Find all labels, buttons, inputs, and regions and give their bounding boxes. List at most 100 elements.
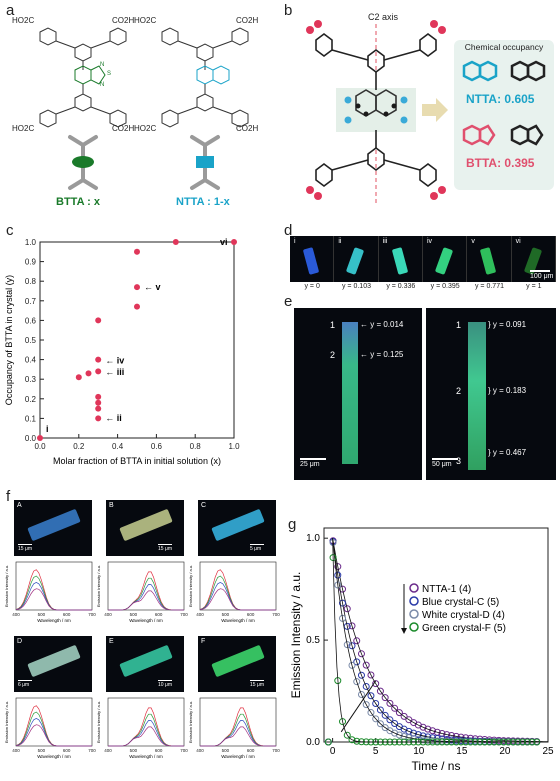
data-point <box>85 370 92 377</box>
data-point <box>334 563 342 571</box>
nitrogen-label-2: N <box>100 82 105 88</box>
crystal-y-label: y = 1 <box>526 283 542 290</box>
cooh-label-4: CO2H <box>236 16 259 25</box>
data-point <box>134 284 140 291</box>
image-id-label: D <box>17 638 23 645</box>
plot-frame <box>199 561 277 611</box>
data-point <box>95 368 102 375</box>
data-point <box>95 399 102 406</box>
nitrogen-label-1: N <box>100 62 105 68</box>
spectrum-line <box>108 720 184 747</box>
plot-frame <box>107 561 185 611</box>
fluorescence-image-E: E 10 μm <box>106 636 184 692</box>
data-point <box>386 699 394 707</box>
data-point <box>376 706 384 714</box>
crystal-y-label: y = 0.395 <box>430 283 460 290</box>
data-point <box>357 691 365 699</box>
data-point <box>372 715 380 723</box>
crystal-y-label: y = 0.771 <box>474 283 504 290</box>
cooh-label-2: CO2H <box>112 16 135 25</box>
scale-bar: 5 μm <box>250 544 264 552</box>
y-axis-label: Emission Intensity / a.u. <box>96 565 101 607</box>
data-point <box>429 727 437 735</box>
x-axis-label: Wavelength / nm <box>221 618 255 623</box>
annotation-label: ← v <box>144 282 161 292</box>
crystal-rod <box>302 247 320 275</box>
x-tick-label: 0.4 <box>112 442 124 451</box>
data-point <box>339 614 347 622</box>
cooh-label-6: CO2H <box>112 124 135 133</box>
crystal-image-vi: vi <box>512 236 556 282</box>
scale-bar: 6 μm <box>18 680 32 688</box>
fluorescence-image-A: A 15 μm <box>14 500 92 556</box>
panel-e-left-image: 1 2 ← y = 0.014 ← y = 0.125 25 μm <box>294 308 422 480</box>
image-id-label: E <box>109 638 114 645</box>
crystal-roman: iii <box>382 238 388 245</box>
fluorescence-image-F: F 15 μm <box>198 636 276 692</box>
data-point <box>75 374 82 381</box>
x-tick-label: 700 <box>180 748 188 753</box>
scale-bar: 15 μm <box>250 680 264 688</box>
x-tick-label: 600 <box>155 612 163 617</box>
data-point <box>348 642 356 650</box>
y-tick-label: 0.8 <box>25 277 37 286</box>
spectrum-chart-D: 400 500 600 700 Wavelength / nm Emission Inte… <box>4 697 96 759</box>
data-point <box>353 678 361 686</box>
x-axis-label: Wavelength / nm <box>37 754 71 759</box>
legend-label: White crystal-D (4) <box>422 610 505 621</box>
fit-line <box>332 538 549 743</box>
y-label-right-3: } y = 0.467 <box>488 448 527 457</box>
data-point <box>367 671 375 679</box>
y-tick-label: 1.0 <box>306 533 320 544</box>
data-point <box>367 692 375 700</box>
x-tick-label: 500 <box>222 612 230 617</box>
x-tick-label: 600 <box>247 612 255 617</box>
crystal-roman: iv <box>427 238 433 245</box>
data-point <box>410 729 418 737</box>
legend-label: Green crystal-F (5) <box>422 623 506 634</box>
x-tick-label: 400 <box>12 612 20 617</box>
crystal-rod <box>391 247 409 275</box>
y-axis-label: Occupancy of BTTA in crystal (y) <box>4 275 14 405</box>
x-tick-label: 600 <box>155 748 163 753</box>
ntta-fraction-label: NTTA : 1-x <box>176 196 230 208</box>
panel-b-crystal-structure: C2 axis Chemical occupancy NTTA: 0.605 B… <box>296 10 556 215</box>
data-point <box>348 736 356 744</box>
y-tick-label: 0.5 <box>306 635 320 646</box>
x-tick-label: 400 <box>12 748 20 753</box>
x-tick-label: 700 <box>88 612 96 617</box>
crystal-y-label: y = 0.103 <box>341 283 371 290</box>
crystal-rod <box>480 247 497 275</box>
spectrum-line <box>199 588 276 611</box>
data-point <box>348 661 356 669</box>
x-tick-label: 500 <box>130 612 138 617</box>
spectrum-line <box>15 705 92 747</box>
crystal-image-ii: ii <box>334 236 379 282</box>
spectrum-chart-A: 400 500 600 700 Wavelength / nm Emission Inte… <box>4 561 96 623</box>
data-point <box>172 239 179 245</box>
y-label-left-2: ← y = 0.125 <box>360 350 404 359</box>
data-point <box>95 393 102 400</box>
x-tick-label: 10 <box>413 746 425 757</box>
crystal-roman: i <box>294 238 296 245</box>
crystal-rod-left <box>342 322 358 464</box>
x-tick-label: 400 <box>104 748 112 753</box>
annotation-label: i <box>46 424 49 434</box>
y-tick-label: 0.7 <box>25 297 37 306</box>
fit-line <box>332 538 548 743</box>
cooh-label-5: HO2C <box>12 124 35 133</box>
x-tick-label: 700 <box>272 748 280 753</box>
x-tick-label: 400 <box>104 612 112 617</box>
y-label-right-1: } y = 0.091 <box>488 320 527 329</box>
y-tick-label: 0.0 <box>25 434 37 443</box>
plot-frame <box>15 697 93 747</box>
crystal-rod-right <box>468 322 486 470</box>
cooh-label-8: CO2H <box>236 124 259 133</box>
y-tick-label: 0.9 <box>25 258 37 267</box>
scale-bar-d: 100 μm <box>530 270 554 280</box>
panel-label-d: d <box>284 222 293 239</box>
btta-fraction-label: BTTA : x <box>56 196 100 208</box>
data-point <box>134 303 140 310</box>
data-point <box>339 599 347 607</box>
